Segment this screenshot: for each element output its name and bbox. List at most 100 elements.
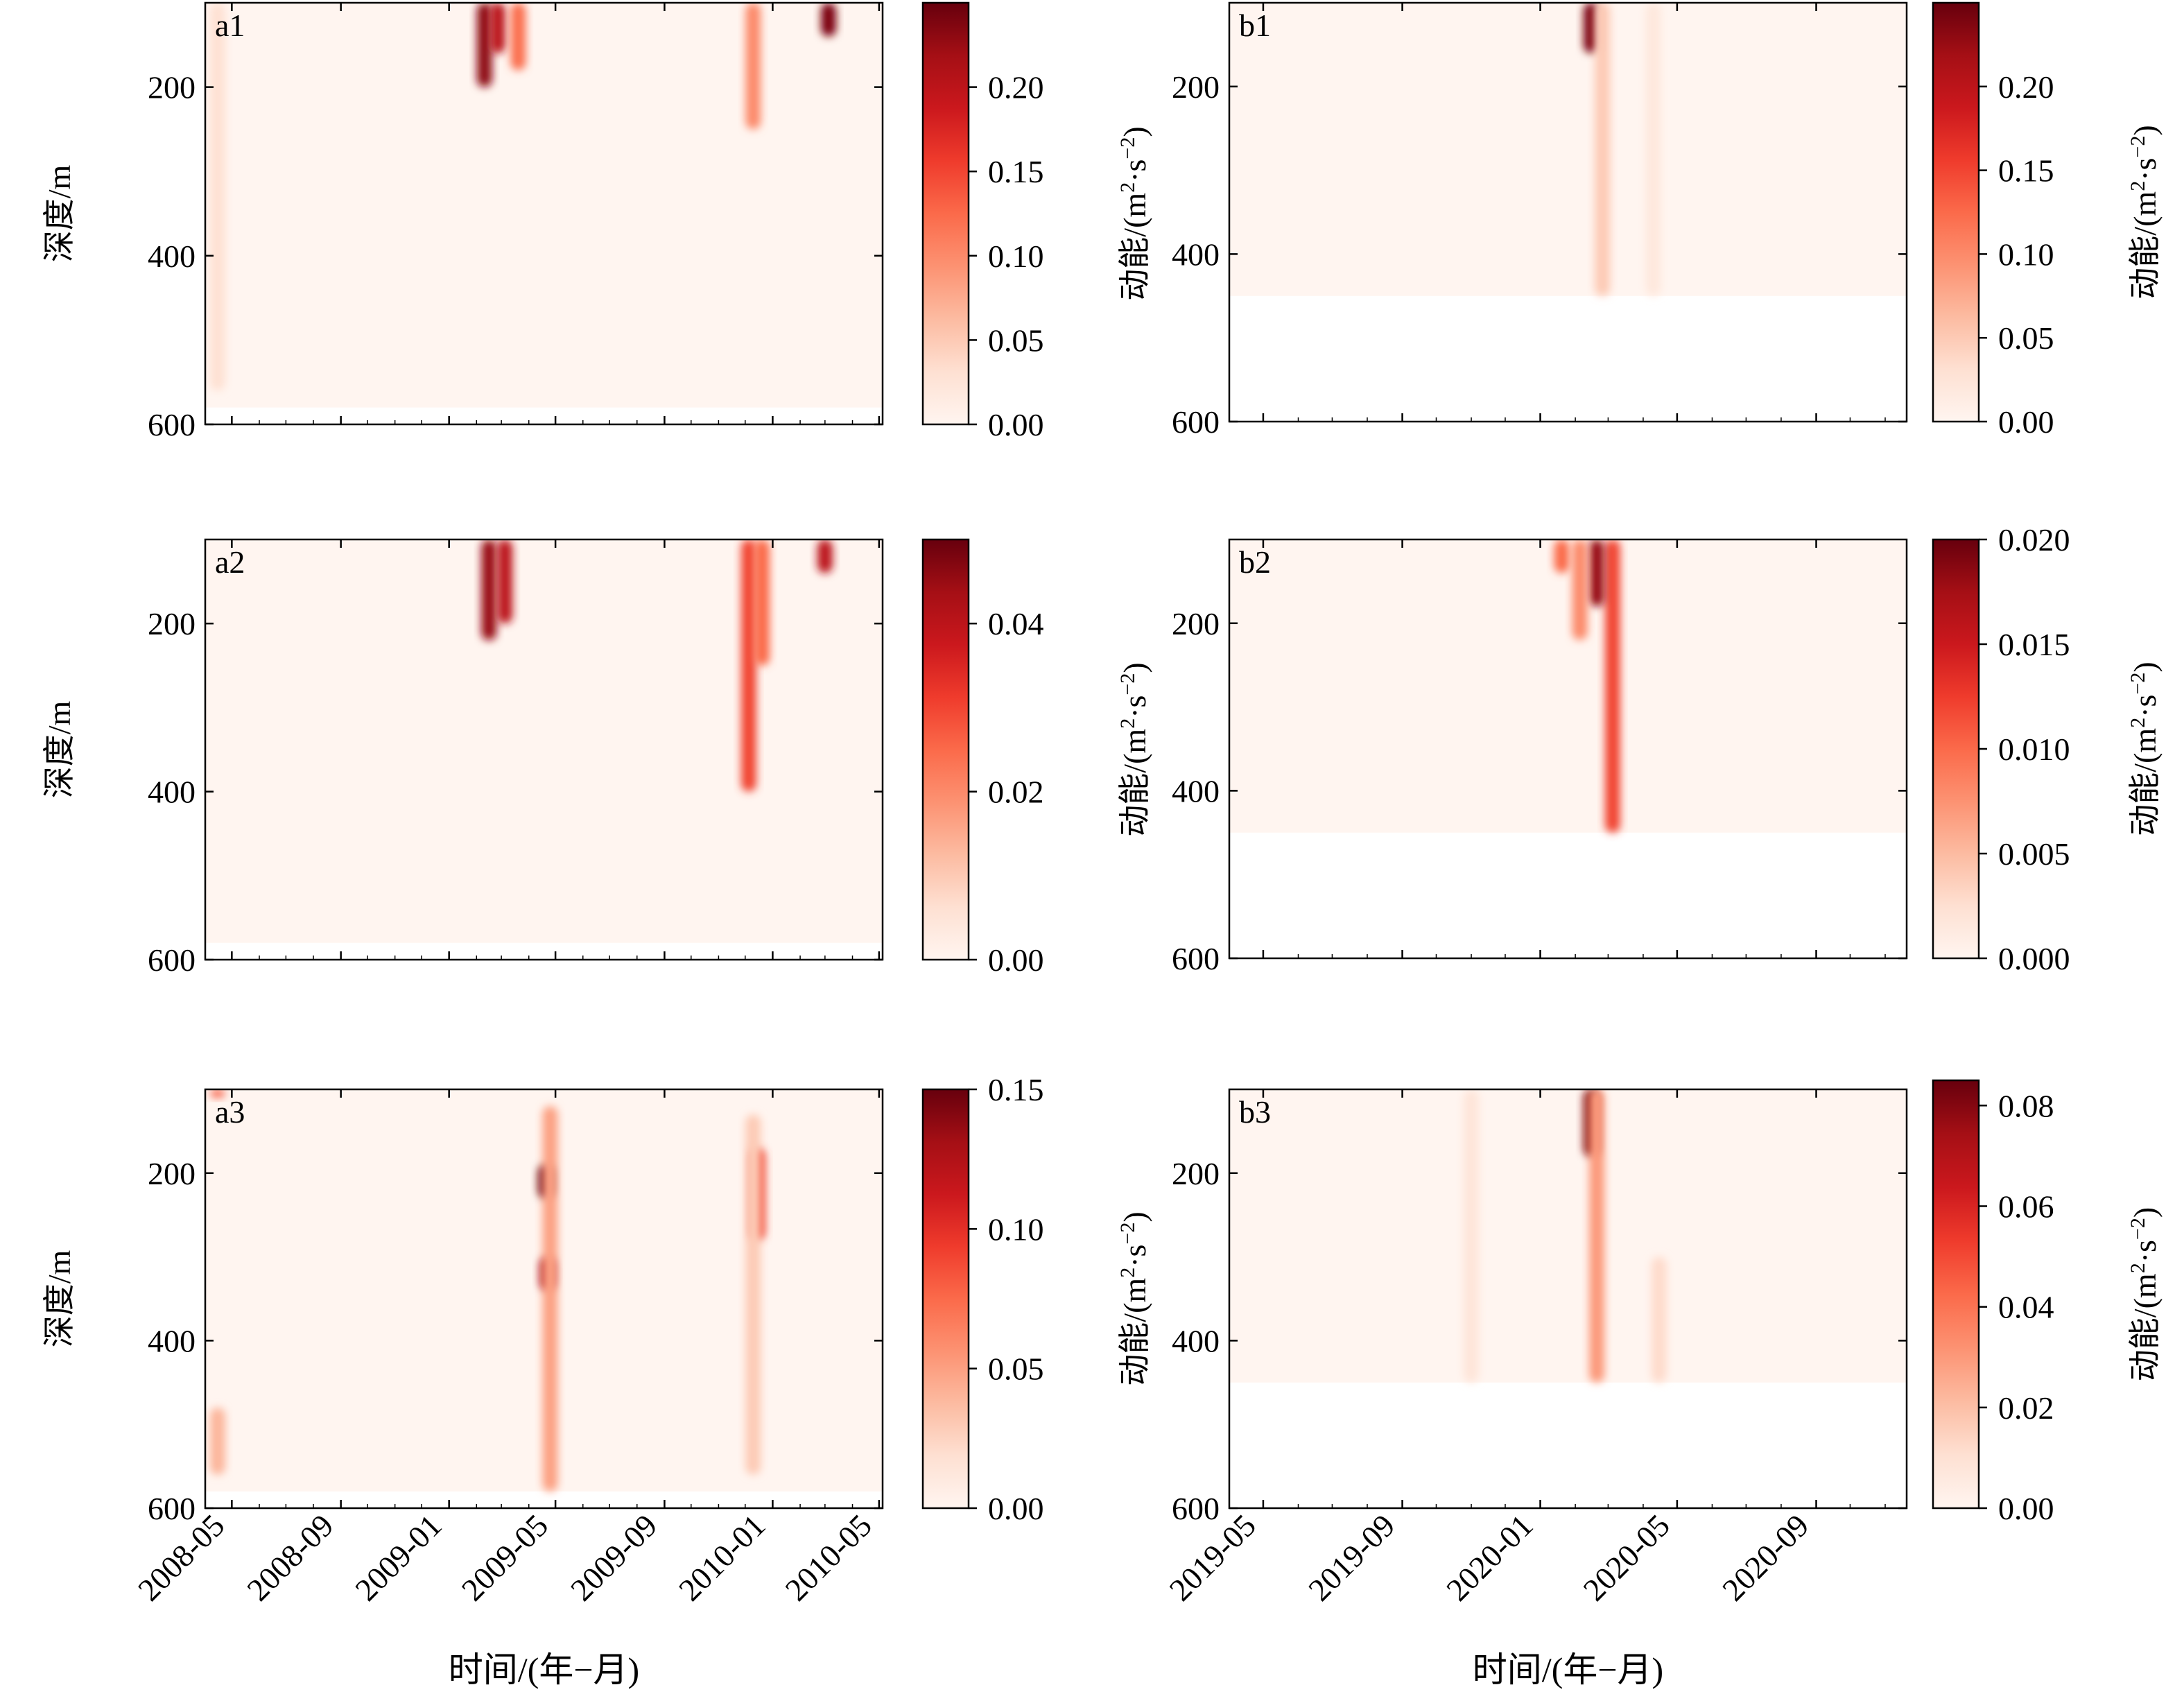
colorbar-tick-label: 0.04 xyxy=(988,606,1044,641)
colorbar-tick-label: 0.10 xyxy=(988,1211,1044,1247)
panel-label: a1 xyxy=(215,8,245,43)
hotspot xyxy=(820,3,836,37)
panel-label: b2 xyxy=(1239,544,1271,580)
x-tick-label: 2009-01 xyxy=(348,1507,448,1607)
hotspot-layer xyxy=(1554,539,1620,833)
colorbar-label: 动能/(m2·s−2) xyxy=(2126,662,2163,836)
colorbar xyxy=(1932,538,1980,960)
colorbar-b2: 0.000 0.005 0.010 0.015 0.020 动能/(m2·s−2) xyxy=(1932,522,2163,976)
panel-label: a2 xyxy=(215,544,245,580)
colorbar-label: 动能/(m2·s−2) xyxy=(1116,1211,1152,1385)
y-tick-label: 600 xyxy=(148,942,196,978)
y-tick-label: 400 xyxy=(148,239,196,274)
hotspot xyxy=(1589,539,1605,607)
y-tick-label: 400 xyxy=(1172,773,1220,809)
colorbar-tick-label: 0.00 xyxy=(988,942,1044,978)
x-tick-label: 2020-01 xyxy=(1439,1507,1539,1607)
y-tick-label: 600 xyxy=(1172,1491,1220,1526)
colorbar-tick-label: 0.00 xyxy=(1998,1491,2054,1526)
colorbar-tick-label: 0.00 xyxy=(988,407,1044,442)
panel-b2: b2 200 400 600 0.000 0.005 0.010 0.015 0.020 动能/(… xyxy=(1172,522,2163,976)
y-tick-label: 400 xyxy=(1172,236,1220,272)
colorbar-tick-label: 0.02 xyxy=(1998,1390,2054,1426)
colorbar-a3: 0.00 0.05 0.10 0.15 动能/(m2·s−2) xyxy=(921,1072,1152,1526)
colorbar-tick-label: 0.00 xyxy=(988,1491,1044,1526)
colorbar xyxy=(921,1088,970,1510)
panel-a2: a2 200 400 600 深度/m 0.00 0.02 0.04 动能/(m2·s−2) xyxy=(42,538,1152,978)
hotspot xyxy=(1595,3,1611,296)
x-axis-label: 时间/(年−月) xyxy=(449,1650,639,1689)
hotspot xyxy=(1572,539,1588,640)
colorbar-tick-label: 0.06 xyxy=(1998,1189,2054,1224)
hotspot xyxy=(1464,1089,1480,1383)
hotspot xyxy=(1554,539,1570,573)
hotspot-layer xyxy=(481,539,833,792)
x-tick-label: 2010-05 xyxy=(778,1507,878,1607)
hotspot xyxy=(1604,539,1620,833)
axes-frame xyxy=(204,1088,884,1510)
colorbar-tick-label: 0.20 xyxy=(1998,69,2054,105)
y-tick-label: 600 xyxy=(148,1491,196,1526)
hotspot xyxy=(542,1106,558,1492)
y-tick-label: 200 xyxy=(148,70,196,105)
hotspot-layer xyxy=(209,3,836,391)
hotspot xyxy=(754,539,770,666)
axes-frame xyxy=(204,1,884,426)
colorbar-tick-label: 0.10 xyxy=(1998,236,2054,272)
colorbar-a1: 0.00 0.05 0.10 0.15 0.20 动能/(m2·s−2) xyxy=(921,1,1152,442)
panel-b1: b1 200 400 600 0.00 0.05 0.10 0.15 0.20 动能/(m2·s−… xyxy=(1172,1,2163,440)
y-tick-label: 200 xyxy=(148,1156,196,1191)
x-tick-label: 2020-09 xyxy=(1715,1507,1815,1607)
hotspot xyxy=(1589,1089,1605,1383)
x-tick-label: 2010-01 xyxy=(672,1507,772,1607)
y-tick-label: 600 xyxy=(148,407,196,442)
hotspot xyxy=(481,539,497,641)
colorbar-tick-label: 0.015 xyxy=(1998,627,2070,662)
y-tick-label: 400 xyxy=(148,775,196,810)
hotspot xyxy=(510,3,526,71)
hotspot xyxy=(209,1089,225,1098)
colorbar-tick-label: 0.05 xyxy=(988,1351,1044,1387)
colorbar-tick-label: 0.010 xyxy=(1998,732,2070,767)
x-tick-label: 2009-05 xyxy=(455,1507,555,1607)
colorbar-tick-label: 0.02 xyxy=(988,775,1044,810)
hotspot xyxy=(1645,3,1661,296)
colorbar-tick-label: 0.020 xyxy=(1998,522,2070,558)
data-field xyxy=(205,539,883,943)
y-axis-label: 深度/m xyxy=(42,165,77,263)
hotspot xyxy=(209,1408,225,1475)
colorbar-label: 动能/(m2·s−2) xyxy=(1116,126,1152,300)
panel-a1: a1 200 400 600 深度/m 0.00 0.05 0.10 0.15 0.20 动能/(m… xyxy=(42,1,1152,442)
colorbar-tick-label: 0.20 xyxy=(988,70,1044,105)
hotspot xyxy=(740,539,756,792)
x-tick-label: 2020-05 xyxy=(1576,1507,1676,1607)
panel-label: b1 xyxy=(1239,8,1271,43)
colorbar xyxy=(921,1,970,426)
panel-label: b3 xyxy=(1239,1094,1271,1130)
colorbar-tick-label: 0.000 xyxy=(1998,941,2070,976)
y-tick-label: 600 xyxy=(1172,404,1220,440)
hotspot-layer xyxy=(1464,1089,1667,1383)
axes-frame xyxy=(1228,1088,1908,1510)
x-axis-label: 时间/(年−月) xyxy=(1473,1650,1663,1689)
colorbar-tick-label: 0.15 xyxy=(988,154,1044,189)
colorbar-tick-label: 0.005 xyxy=(1998,836,2070,872)
colorbar-tick-label: 0.05 xyxy=(1998,320,2054,356)
y-tick-label: 200 xyxy=(1172,69,1220,105)
x-tick-label: 2019-09 xyxy=(1301,1507,1401,1607)
x-tick-label: 2008-09 xyxy=(240,1507,340,1607)
hotspot xyxy=(476,3,492,87)
colorbar-a2: 0.00 0.02 0.04 动能/(m2·s−2) xyxy=(921,538,1152,978)
colorbar-tick-label: 0.08 xyxy=(1998,1088,2054,1123)
y-tick-label: 400 xyxy=(1172,1323,1220,1358)
colorbar xyxy=(1932,1,1980,423)
hotspot xyxy=(497,539,513,624)
hotspot xyxy=(490,3,506,53)
y-tick-label: 200 xyxy=(1172,606,1220,641)
y-tick-label: 200 xyxy=(1172,1156,1220,1191)
colorbar-tick-label: 0.10 xyxy=(988,239,1044,274)
hotspot xyxy=(1651,1256,1667,1383)
hotspot xyxy=(817,539,833,573)
